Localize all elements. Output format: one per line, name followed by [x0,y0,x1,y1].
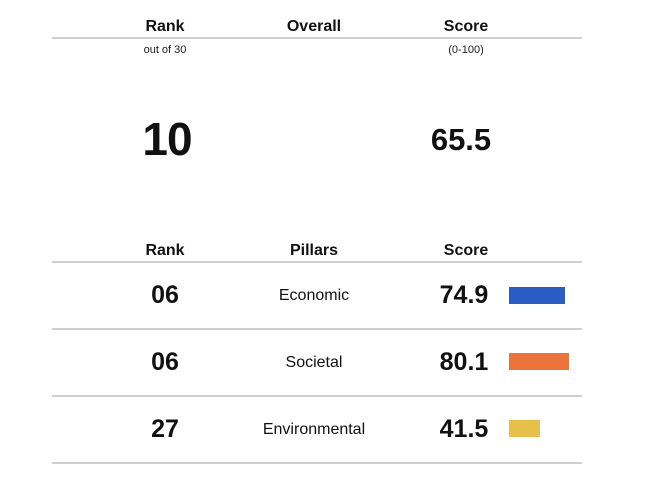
rank-ring-segment [115,99,134,117]
rank-ring-segment [176,80,191,99]
rank-ring-segment [205,110,224,125]
rank-ring-segment [167,182,179,199]
rank-ring-segment [185,175,202,194]
overall-rank-value: 10 [142,113,192,165]
rank-ring-segment [155,182,167,199]
pillar-name: Environmental [262,421,366,438]
pillar-score: 74.9 [439,281,489,309]
pillars-rank-header: Rank [145,242,185,259]
rank-ring-segment [143,179,158,198]
pillar-score-bar [509,287,565,304]
rank-subheader: out of 30 [143,44,187,56]
overall-header: Overall [286,18,342,35]
rank-ring-segment [107,144,125,157]
pillar-name: Societal [285,354,343,371]
rank-ring-segment [115,161,134,179]
rank-ring-segment [110,153,129,168]
score-subheader: (0-100) [448,44,484,56]
rank-ring-segment [132,84,149,103]
pillar-rank: 06 [151,348,179,376]
row-divider [52,395,582,397]
rank-ring-segment [185,84,202,103]
pillar-score-bar [509,353,569,370]
pillars-header: Pillars [289,242,339,259]
overall-rank-header: Rank [145,18,185,35]
rank-ring-segment [200,161,219,179]
rank-ring-segment [132,175,149,194]
rank-ring-segment [123,91,141,109]
row-divider [52,328,582,330]
rank-ring-segment [123,169,141,187]
score-donut-arc [400,79,512,201]
pillar-name: Economic [278,287,350,304]
rank-ring-segment [110,110,129,125]
rank-ring-segment [209,144,227,157]
rank-ring-segment [210,133,227,145]
overall-header-divider [52,37,582,39]
pillar-rank: 27 [151,415,179,443]
rank-ring-segment [209,121,227,134]
row-divider [52,462,582,464]
rank-ring-segment [193,169,211,187]
pillar-rank: 06 [151,281,179,309]
pillars-header-divider [52,261,582,263]
rank-ring-segment [107,121,125,134]
rank-ring-segment [155,79,167,96]
rank-ring-segment [205,153,224,168]
rank-ring-segment [107,133,124,145]
pillar-score-bar [509,420,540,437]
rank-ring-segment [143,80,158,99]
rank-ring-segment [193,91,211,109]
pillar-score: 80.1 [439,348,489,376]
pillars-score-header: Score [443,242,489,259]
rank-ring-segment [167,79,179,96]
overall-score-value: 65.5 [430,122,492,157]
overall-score-header: Score [443,18,489,35]
rank-ring-segment [176,179,191,198]
rank-ring-segment [200,99,219,117]
pillar-score: 41.5 [439,415,489,443]
